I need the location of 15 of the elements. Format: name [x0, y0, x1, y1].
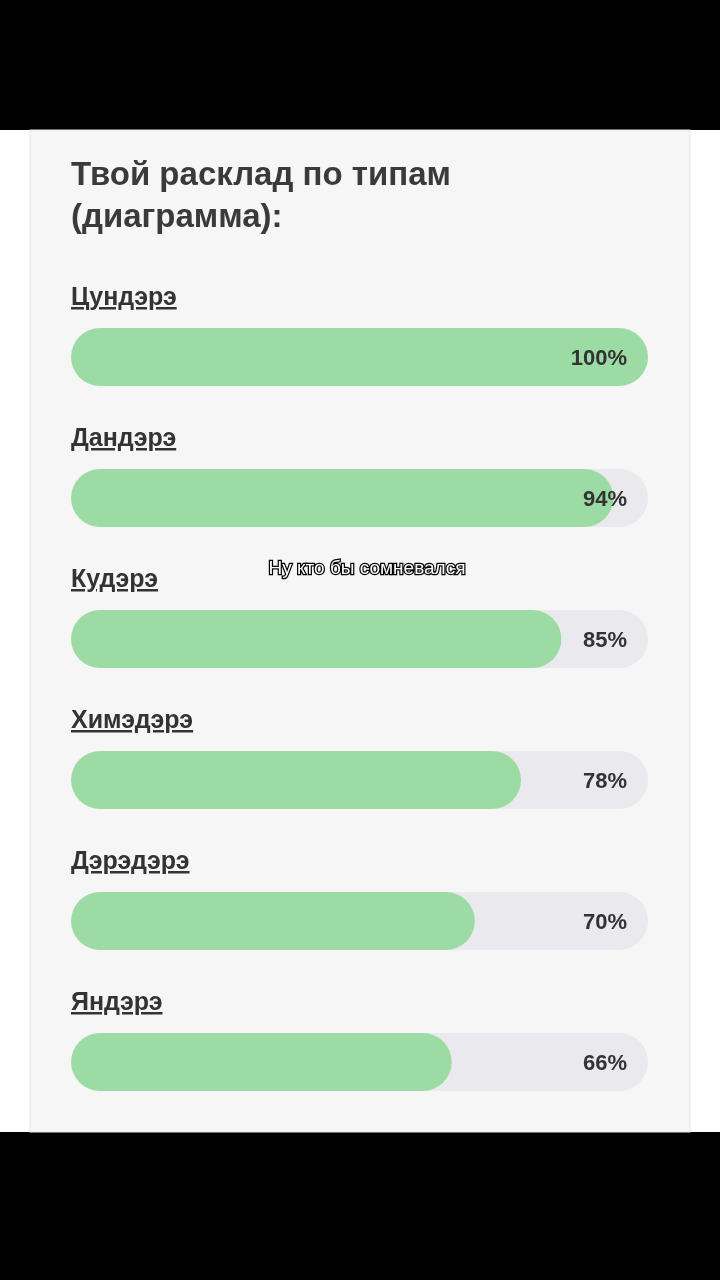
- data-label: 78%: [582, 768, 627, 793]
- y-tick-label: Цундэрэ: [71, 282, 177, 310]
- data-label: 66%: [582, 1050, 627, 1075]
- data-label: 94%: [582, 486, 627, 511]
- chart-title: Твой расклад по типам (диаграмма):: [71, 155, 451, 234]
- data-label: 85%: [582, 627, 627, 652]
- bar: [71, 328, 648, 386]
- annotation: Ну кто бы сомневался: [268, 557, 466, 578]
- y-tick-label: Дэрэдэрэ: [71, 846, 190, 874]
- y-tick-label: Химэдэрэ: [71, 705, 194, 733]
- y-tick-label: Яндэрэ: [71, 987, 163, 1015]
- data-label: 100%: [570, 345, 627, 370]
- y-tick-label: Дандэрэ: [71, 423, 177, 451]
- y-tick-label: Кудэрэ: [71, 564, 158, 592]
- data-label: 70%: [582, 909, 627, 934]
